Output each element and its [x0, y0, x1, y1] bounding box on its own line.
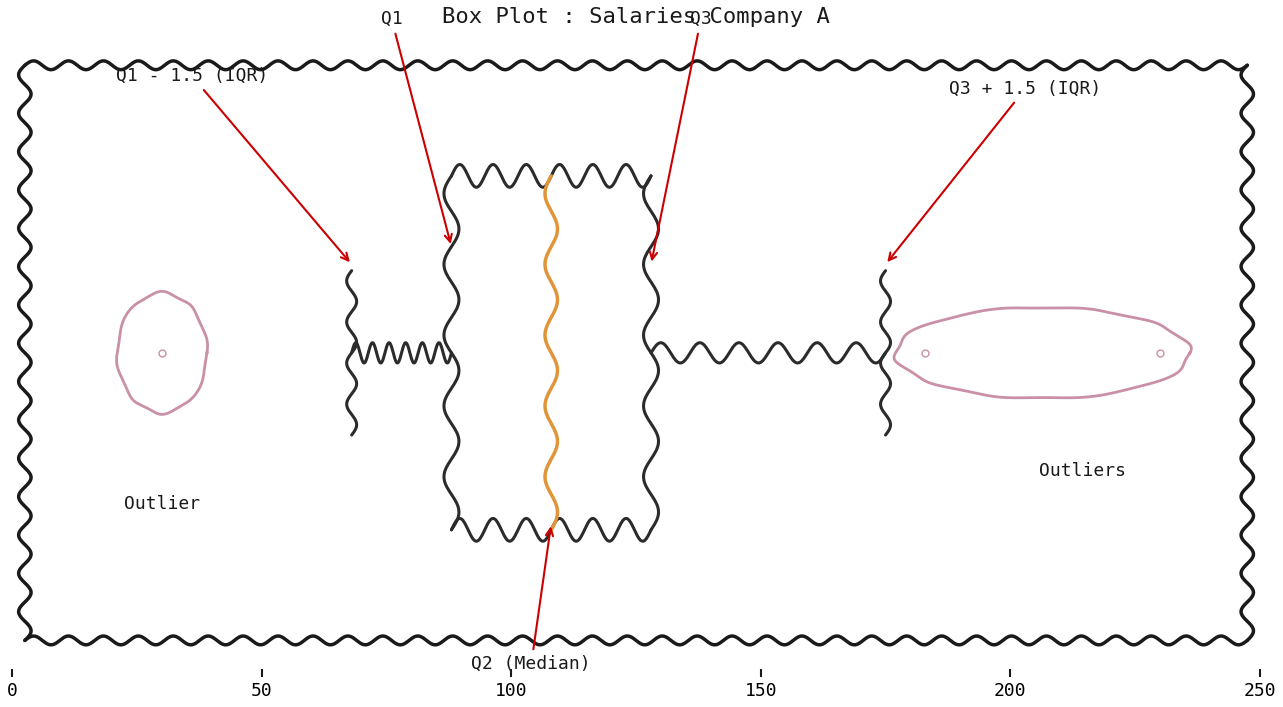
Title: Box Plot : Salaries Company A: Box Plot : Salaries Company A	[443, 7, 830, 27]
Text: Q3: Q3	[650, 10, 712, 259]
Text: Q1 - 1.5 (IQR): Q1 - 1.5 (IQR)	[115, 67, 349, 260]
Text: Outlier: Outlier	[124, 495, 200, 513]
Text: Q1: Q1	[381, 10, 452, 242]
Text: Outliers: Outliers	[1039, 462, 1126, 479]
Text: Q2 (Median): Q2 (Median)	[471, 529, 591, 673]
Text: Q3 + 1.5 (IQR): Q3 + 1.5 (IQR)	[889, 80, 1101, 260]
